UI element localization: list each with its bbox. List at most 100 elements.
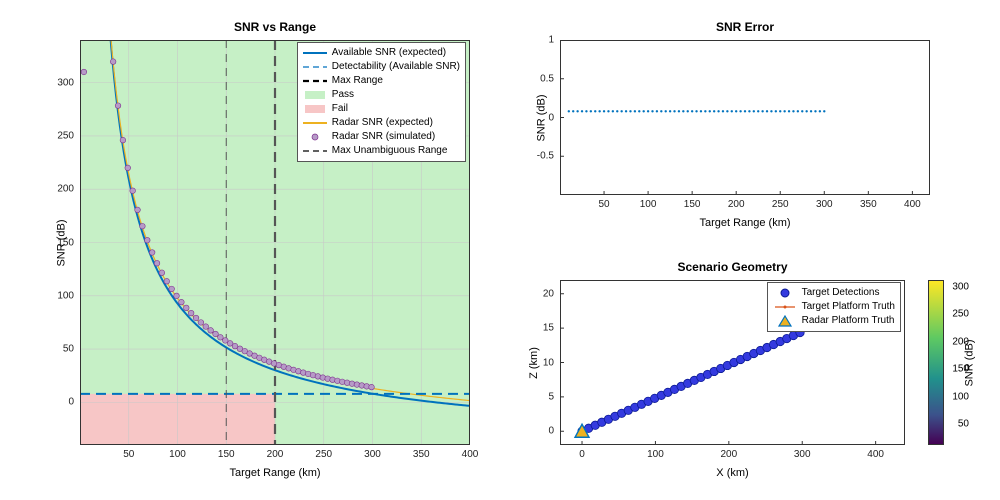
chart-title: Scenario Geometry xyxy=(560,260,905,274)
radar-snr-sim-point xyxy=(169,286,175,292)
snr-error-point xyxy=(678,110,680,112)
snr-error-point xyxy=(810,110,812,112)
snr-error-point xyxy=(775,110,777,112)
ytick: 0 xyxy=(548,112,554,123)
snr-error-point xyxy=(673,110,675,112)
xtick: 0 xyxy=(579,449,585,460)
legend: Target DetectionsTarget Platform TruthRa… xyxy=(767,282,901,332)
ytick: 0 xyxy=(68,397,74,408)
snr-error-point xyxy=(753,110,755,112)
snr-error-point xyxy=(612,110,614,112)
radar-snr-sim-point xyxy=(369,384,375,390)
radar-snr-sim-point xyxy=(120,137,126,143)
colorbar: 50100150200250300SNR (dB) xyxy=(928,280,944,445)
radar-snr-sim-point xyxy=(203,324,209,330)
snr-error-point xyxy=(572,110,574,112)
radar-snr-sim-point xyxy=(154,260,160,266)
snr-error-point xyxy=(788,110,790,112)
colorbar-tick: 100 xyxy=(952,391,969,402)
legend-item: Available SNR (expected) xyxy=(303,46,460,60)
legend-swatch xyxy=(773,316,797,326)
legend-label: Radar SNR (expected) xyxy=(332,116,433,130)
snr-error-point xyxy=(722,110,724,112)
snr-error-point xyxy=(585,110,587,112)
snr-error-point xyxy=(665,110,667,112)
snr-vs-range-chart: 5010015020025030035040005010015020025030… xyxy=(80,40,470,445)
xtick: 400 xyxy=(462,449,479,460)
legend-swatch xyxy=(303,48,327,58)
colorbar-label: SNR (dB) xyxy=(963,339,975,386)
colorbar-tick: 300 xyxy=(952,281,969,292)
snr-error-point xyxy=(735,110,737,112)
xlabel: Target Range (km) xyxy=(80,467,470,479)
legend-item: Pass xyxy=(303,88,460,102)
ylabel: Z (km) xyxy=(528,347,540,379)
xtick: 50 xyxy=(123,449,134,460)
snr-error-point xyxy=(717,110,719,112)
legend-item: Target Detections xyxy=(773,286,895,300)
snr-error-point xyxy=(819,110,821,112)
chart-title: SNR vs Range xyxy=(80,20,470,34)
snr-error-point xyxy=(748,110,750,112)
xtick: 400 xyxy=(867,449,884,460)
ytick: -0.5 xyxy=(537,151,554,162)
xtick: 50 xyxy=(598,199,609,210)
radar-snr-sim-point xyxy=(149,250,155,256)
legend-swatch xyxy=(303,132,327,142)
radar-snr-sim-point xyxy=(179,299,185,305)
xtick: 350 xyxy=(860,199,877,210)
radar-snr-sim-point xyxy=(213,331,219,337)
xlabel: X (km) xyxy=(560,467,905,479)
legend-label: Available SNR (expected) xyxy=(332,46,446,60)
snr-error-point xyxy=(761,110,763,112)
ytick: 300 xyxy=(57,77,74,88)
ytick: 200 xyxy=(57,184,74,195)
snr-error-point xyxy=(638,110,640,112)
legend-item: Max Unambiguous Range xyxy=(303,144,460,158)
snr-error-point xyxy=(797,110,799,112)
ytick: 1 xyxy=(548,35,554,46)
snr-error-point xyxy=(642,110,644,112)
xtick: 200 xyxy=(720,449,737,460)
radar-snr-sim-point xyxy=(115,103,121,109)
snr-error-point xyxy=(687,110,689,112)
radar-snr-sim-point xyxy=(218,335,224,341)
xtick: 300 xyxy=(816,199,833,210)
snr-error-point xyxy=(709,110,711,112)
legend-label: Max Range xyxy=(332,74,383,88)
snr-error-point xyxy=(700,110,702,112)
snr-error-point xyxy=(568,110,570,112)
ytick: 20 xyxy=(543,288,554,299)
xtick: 200 xyxy=(728,199,745,210)
snr-error-point xyxy=(731,110,733,112)
ytick: 10 xyxy=(543,357,554,368)
xtick: 200 xyxy=(267,449,284,460)
xtick: 150 xyxy=(684,199,701,210)
legend-item: Detectability (Available SNR) xyxy=(303,60,460,74)
radar-snr-sim-point xyxy=(174,293,180,299)
snr-error-point xyxy=(770,110,772,112)
snr-error-point xyxy=(757,110,759,112)
legend-label: Radar SNR (simulated) xyxy=(332,130,435,144)
snr-error-point xyxy=(634,110,636,112)
snr-error-point xyxy=(713,110,715,112)
snr-error-point xyxy=(656,110,658,112)
radar-snr-sim-point xyxy=(164,278,170,284)
snr-error-point xyxy=(814,110,816,112)
legend-item: Radar SNR (simulated) xyxy=(303,130,460,144)
scenario-geometry-chart: 010020030040005101520Scenario GeometryX … xyxy=(560,280,905,445)
legend-label: Target Platform Truth xyxy=(802,300,895,314)
radar-snr-sim-point xyxy=(144,237,150,243)
snr-error-point xyxy=(669,110,671,112)
radar-snr-sim-point xyxy=(208,328,214,334)
legend-item: Radar Platform Truth xyxy=(773,314,895,328)
xtick: 100 xyxy=(169,449,186,460)
ytick: 50 xyxy=(63,344,74,355)
snr-error-point xyxy=(704,110,706,112)
snr-error-point xyxy=(739,110,741,112)
legend-item: Max Range xyxy=(303,74,460,88)
ytick: 15 xyxy=(543,323,554,334)
snr-error-point xyxy=(823,110,825,112)
snr-error-point xyxy=(726,110,728,112)
snr-error-point xyxy=(616,110,618,112)
